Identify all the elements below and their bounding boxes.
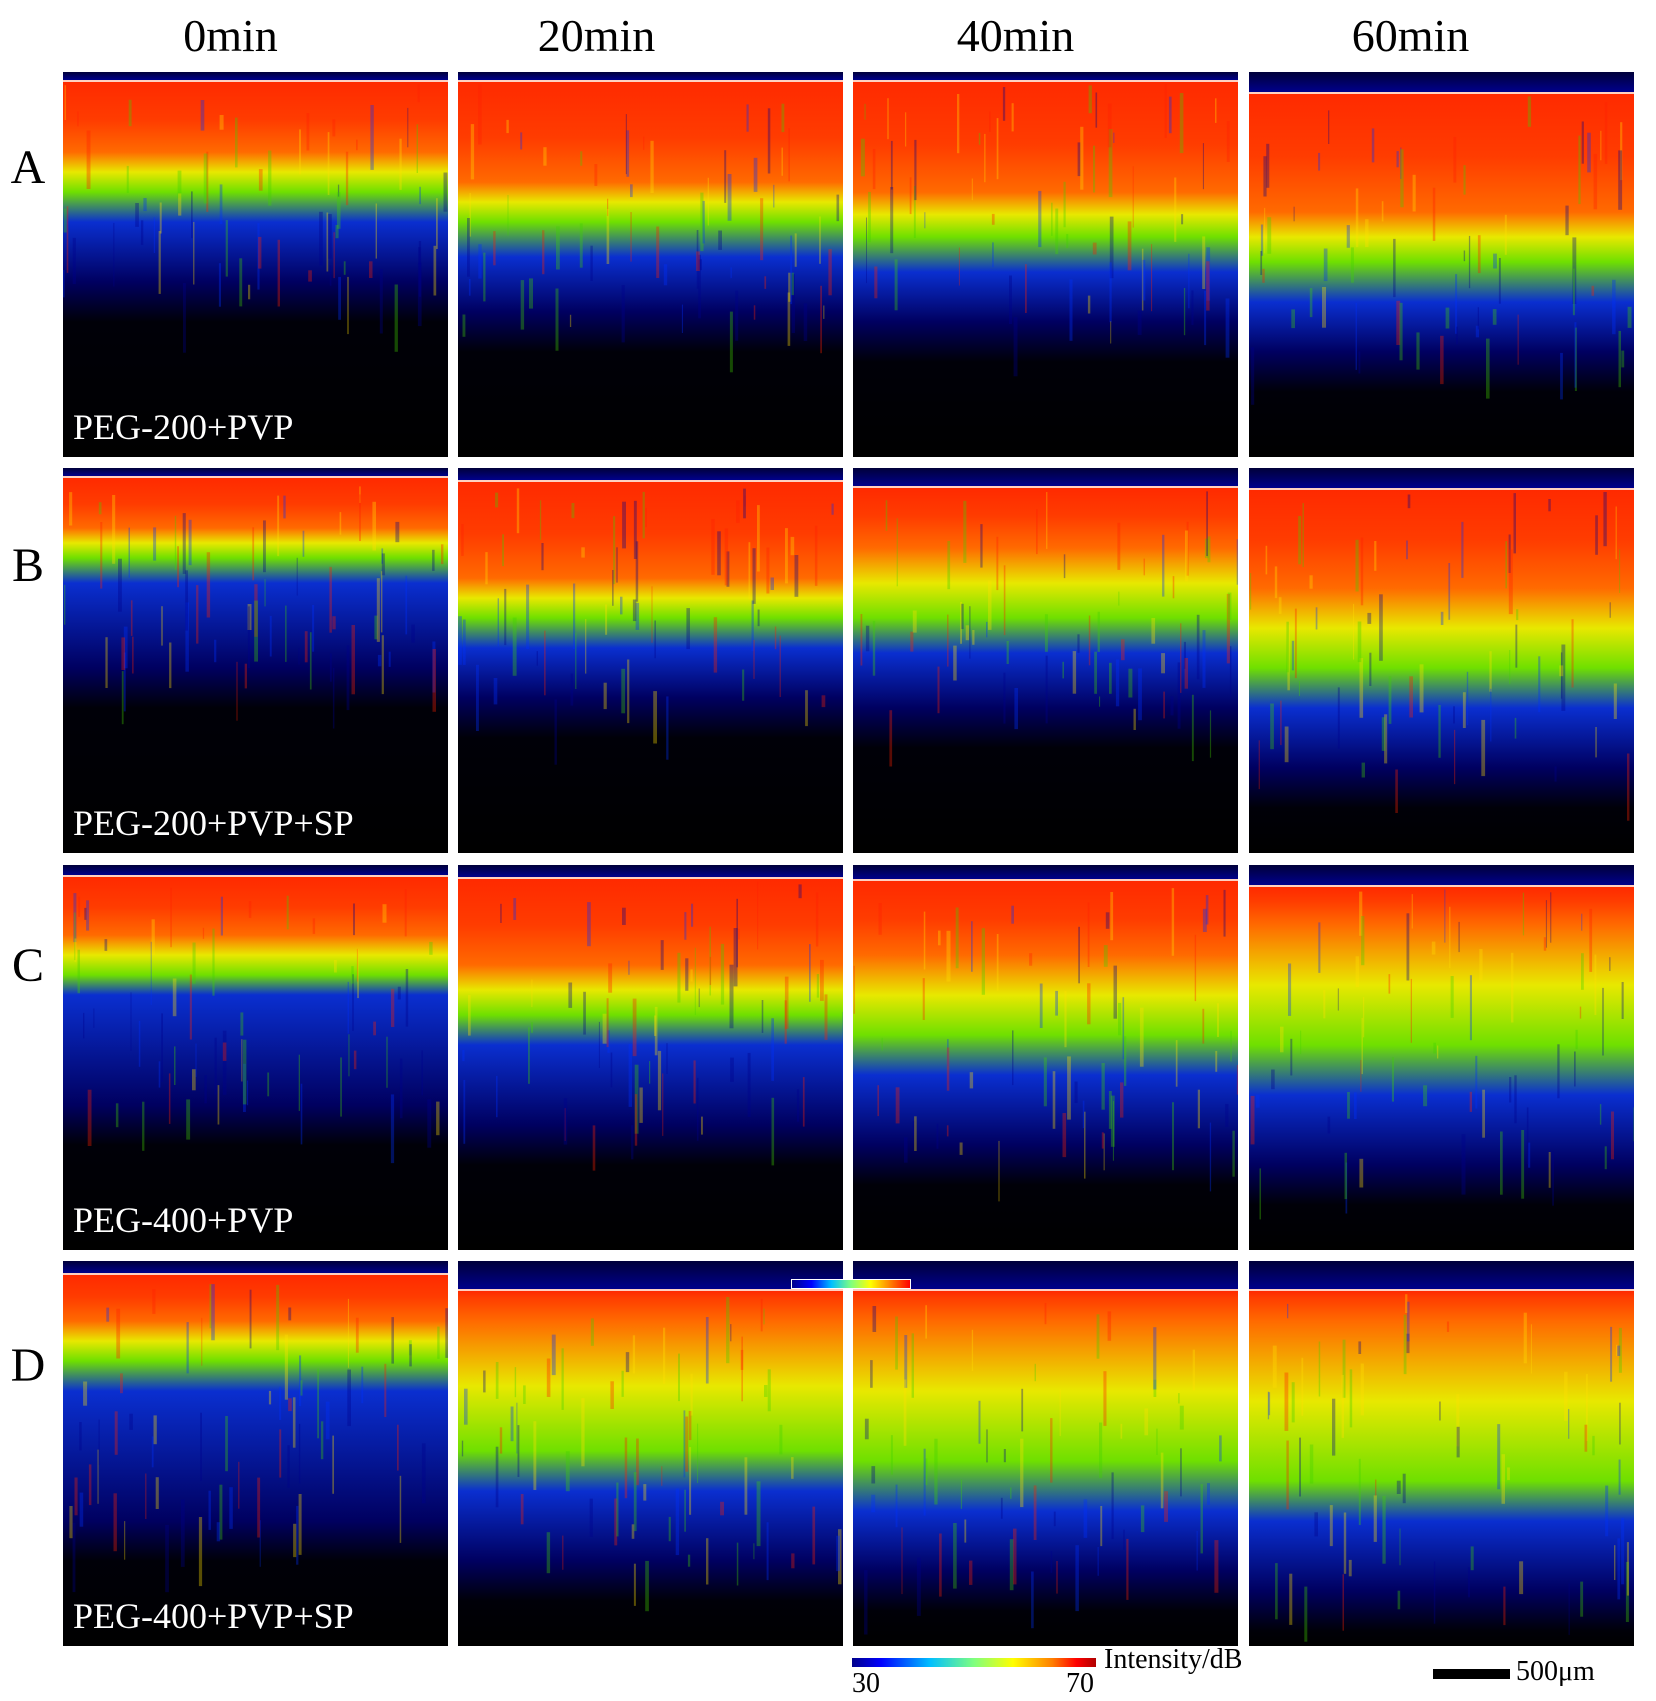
column-header-20min: 20min [537, 10, 656, 61]
oct-image-b-0min: PEG-200+PVP+SP [63, 468, 448, 853]
oct-image-b-40min [853, 468, 1238, 853]
oct-image-a-0min: PEG-200+PVP [63, 72, 448, 457]
oct-image-b-60min [1249, 468, 1634, 853]
column-header-60min: 60min [1351, 10, 1470, 61]
sample-label-b: PEG-200+PVP+SP [73, 803, 354, 843]
intensity-colorbar [852, 1658, 1096, 1667]
oct-image-a-20min [458, 72, 843, 457]
row-label-d: D [10, 1339, 46, 1392]
colorbar-min-label: 30 [852, 1668, 880, 1699]
row-label-a: A [10, 141, 46, 194]
oct-image-d-0min: PEG-400+PVP+SP [63, 1261, 448, 1646]
oct-image-c-0min: PEG-400+PVP [63, 865, 448, 1250]
oct-image-d-60min [1249, 1261, 1634, 1646]
sample-label-c: PEG-400+PVP [73, 1200, 294, 1240]
inset-colorbar [791, 1279, 911, 1289]
row-label-b: B [11, 539, 44, 592]
colorbar-title: Intensity/dB [1104, 1644, 1243, 1675]
oct-image-c-20min [458, 865, 843, 1250]
sample-label-d: PEG-400+PVP+SP [73, 1596, 354, 1636]
oct-image-c-60min [1249, 865, 1634, 1250]
oct-image-c-40min [853, 865, 1238, 1250]
column-header-0min: 0min [183, 10, 278, 61]
oct-image-d-20min [458, 1261, 843, 1646]
sample-label-a: PEG-200+PVP [73, 407, 294, 447]
column-header-40min: 40min [956, 10, 1075, 61]
colorbar-max-label: 70 [1066, 1668, 1094, 1699]
oct-image-a-60min [1249, 72, 1634, 457]
oct-image-b-20min [458, 468, 843, 853]
oct-image-a-40min [853, 72, 1238, 457]
scale-bar-label: 500μm [1516, 1656, 1595, 1687]
row-label-c: C [11, 939, 44, 992]
scale-bar [1433, 1669, 1510, 1679]
oct-image-d-40min [853, 1261, 1238, 1646]
